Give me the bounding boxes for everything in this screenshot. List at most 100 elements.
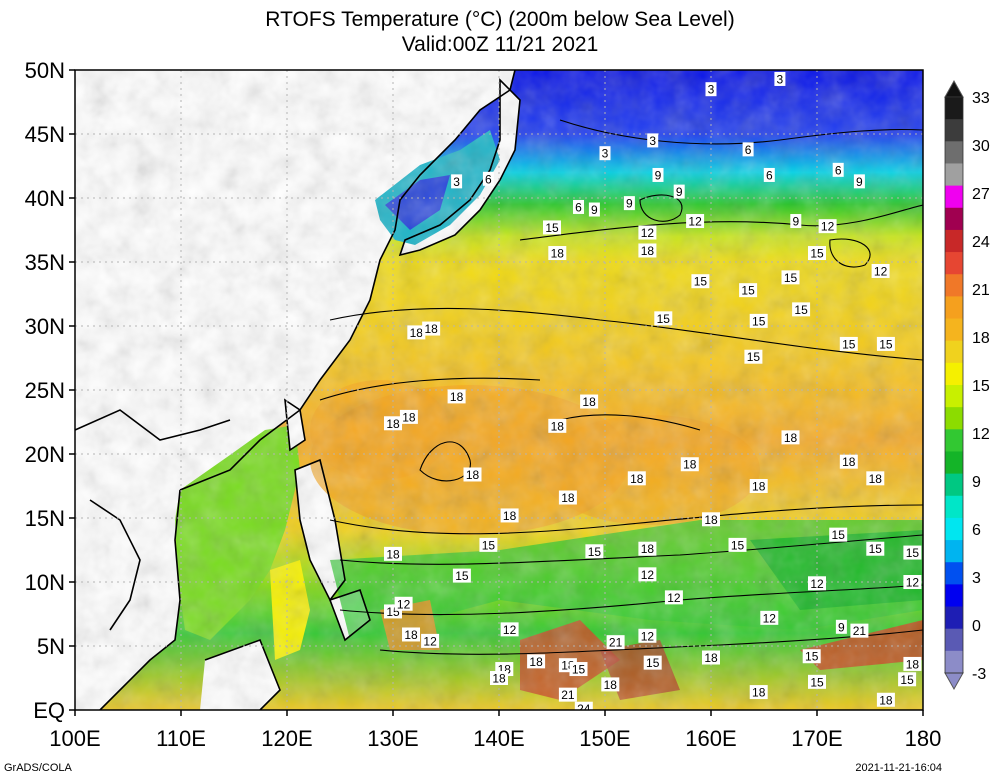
colorbar-swatch <box>945 229 963 253</box>
x-tick-label: 150E <box>579 726 630 751</box>
svg-text:15: 15 <box>784 271 798 285</box>
contour-label: 18 <box>384 416 402 431</box>
colorbar-label: 6 <box>972 522 981 539</box>
svg-text:15: 15 <box>906 546 920 560</box>
contour-label: 15 <box>744 349 763 364</box>
contour-label: 15 <box>898 672 917 687</box>
colorbar-swatch <box>945 141 963 164</box>
svg-text:9: 9 <box>838 620 845 634</box>
x-tick-label: 180 <box>905 726 942 751</box>
contour-label: 6 <box>482 171 494 186</box>
svg-text:12: 12 <box>906 576 920 590</box>
colorbar-swatch <box>945 473 963 497</box>
svg-text:21: 21 <box>853 624 867 638</box>
svg-text:15: 15 <box>900 673 914 687</box>
svg-text:15: 15 <box>694 275 708 289</box>
contour-label: 18 <box>638 243 657 258</box>
contour-label: 24 <box>574 701 593 710</box>
x-tick-label: 170E <box>791 726 842 751</box>
colorbar-swatch <box>945 97 963 120</box>
svg-text:3: 3 <box>602 147 609 161</box>
contour-label: 12 <box>421 633 440 648</box>
y-tick-label: 45N <box>25 122 65 147</box>
colorbar-swatch <box>945 584 963 608</box>
contour-label: 12 <box>664 590 683 605</box>
contour-label: 18 <box>638 541 657 556</box>
colorbar-swatch <box>945 562 963 585</box>
contour-label: 3 <box>451 174 463 189</box>
graticule <box>75 70 923 710</box>
svg-text:3: 3 <box>649 134 656 148</box>
contour-label: 15 <box>543 220 561 235</box>
x-tick-label: 100E <box>49 726 100 751</box>
contour-label: 6 <box>832 162 844 177</box>
contour-label: 18 <box>407 325 426 340</box>
contour-label: 15 <box>876 336 895 351</box>
svg-text:18: 18 <box>604 678 618 692</box>
svg-text:15: 15 <box>731 538 745 552</box>
contour-label: 18 <box>422 321 441 336</box>
svg-text:15: 15 <box>842 337 856 351</box>
contour-label: 18 <box>866 471 885 486</box>
contour-label: 12 <box>818 219 837 234</box>
colorbar-label: 9 <box>972 474 981 491</box>
svg-text:15: 15 <box>657 312 671 326</box>
svg-text:21: 21 <box>609 636 623 650</box>
contour-label: 18 <box>500 508 519 523</box>
contour-label: 18 <box>527 654 546 669</box>
colorbar-label: 15 <box>972 378 990 395</box>
colorbar-swatch <box>945 385 963 408</box>
contour-label: 12 <box>638 567 657 582</box>
contour-label: 18 <box>580 394 599 409</box>
contour-label: 15 <box>839 336 858 351</box>
svg-text:18: 18 <box>869 472 883 486</box>
svg-text:6: 6 <box>485 172 492 186</box>
svg-text:12: 12 <box>641 568 655 582</box>
x-tick-label: 110E <box>156 726 206 751</box>
svg-text:12: 12 <box>397 597 411 611</box>
y-tick-label: 30N <box>25 314 65 339</box>
x-tick-label: 120E <box>261 726 312 751</box>
colorbar-swatch <box>945 407 963 430</box>
svg-text:18: 18 <box>906 657 920 671</box>
contour-label: 18 <box>490 671 508 686</box>
contour-label: 15 <box>569 662 588 677</box>
colorbar-label: 27 <box>972 186 990 203</box>
colorbar-swatch <box>945 119 963 142</box>
svg-text:3: 3 <box>708 83 715 97</box>
y-tick-label: 5N <box>37 634 65 659</box>
contour-label: 9 <box>853 174 865 189</box>
colorbar-label: 12 <box>972 426 990 443</box>
svg-text:18: 18 <box>641 542 655 556</box>
contour-label: 15 <box>808 674 826 689</box>
svg-text:15: 15 <box>869 542 883 556</box>
colorbar-swatch <box>945 163 963 187</box>
contour-label: 15 <box>643 655 662 670</box>
contour-lines <box>319 119 923 655</box>
svg-text:15: 15 <box>545 221 559 235</box>
contour-label: 18 <box>548 246 567 261</box>
svg-text:15: 15 <box>794 303 808 317</box>
svg-text:15: 15 <box>810 247 824 261</box>
contour-label: 18 <box>781 430 800 445</box>
contour-label: 18 <box>903 656 922 671</box>
colorbar-swatch <box>945 429 963 452</box>
contour-label: 9 <box>835 619 847 634</box>
svg-text:15: 15 <box>832 528 846 542</box>
colorbar-label: 21 <box>972 282 990 299</box>
contour-label: 15 <box>792 302 811 317</box>
contour-label: 18 <box>402 627 421 642</box>
svg-text:18: 18 <box>683 458 697 472</box>
svg-text:18: 18 <box>386 417 400 431</box>
contour-label: 15 <box>808 246 826 261</box>
svg-text:12: 12 <box>641 629 655 643</box>
svg-text:18: 18 <box>450 390 464 404</box>
contour-label: 21 <box>850 623 869 638</box>
contour-label: 3 <box>599 146 611 161</box>
contour-label: 15 <box>691 274 710 289</box>
svg-text:15: 15 <box>455 569 469 583</box>
svg-text:12: 12 <box>423 634 437 648</box>
